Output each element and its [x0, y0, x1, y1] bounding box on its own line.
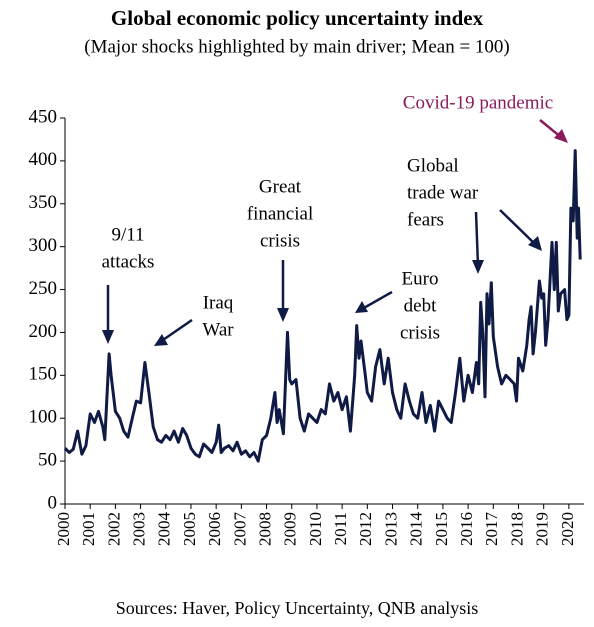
x-tick-label: 2016: [457, 512, 476, 546]
annotation: Great: [259, 176, 302, 197]
arrow-head: [277, 308, 289, 322]
arrow-head: [355, 301, 368, 313]
x-tick-label: 2011: [331, 512, 350, 545]
y-tick-label: 50: [38, 449, 57, 470]
x-tick-label: 2012: [356, 512, 375, 546]
y-tick-label: 450: [29, 106, 58, 127]
annotation: War: [202, 319, 234, 340]
x-tick-label: 2004: [155, 512, 174, 547]
arrow-head: [102, 330, 114, 344]
x-tick-label: 2005: [180, 512, 199, 546]
arrow: [474, 211, 480, 267]
x-tick-label: 2013: [381, 512, 400, 546]
y-tick-label: 250: [29, 278, 58, 299]
annotation: financial: [247, 203, 313, 224]
annotation: Iraq: [203, 292, 234, 313]
arrow: [159, 318, 193, 344]
arrow: [361, 290, 393, 311]
annotation: crisis: [260, 230, 300, 251]
x-tick-label: 2019: [533, 512, 552, 546]
y-tick-label: 150: [29, 364, 58, 385]
x-tick-label: 2015: [432, 512, 451, 546]
y-tick-label: 200: [29, 321, 58, 342]
x-tick-label: 2000: [54, 512, 73, 546]
annotation: 9/11: [111, 224, 144, 245]
x-tick-label: 2007: [230, 512, 249, 547]
x-tick-label: 2014: [407, 512, 426, 547]
arrow-head: [154, 334, 168, 346]
annotation: trade war: [407, 182, 479, 203]
x-tick-label: 2001: [79, 512, 98, 546]
x-tick-label: 2020: [558, 512, 577, 546]
x-tick-label: 2017: [482, 512, 501, 547]
annotation: crisis: [400, 322, 440, 343]
x-tick-label: 2008: [255, 512, 274, 546]
chart-subtitle: (Major shocks highlighted by main driver…: [84, 36, 509, 57]
arrow-head: [554, 129, 568, 143]
annotation: Covid-19 pandemic: [403, 92, 553, 113]
arrow-head: [472, 260, 484, 274]
arrow: [499, 209, 537, 246]
annotation: attacks: [102, 251, 155, 272]
annotation: Global: [407, 155, 459, 176]
y-tick-label: 400: [29, 149, 58, 170]
x-tick-label: 2006: [205, 512, 224, 546]
chart-title: Global economic policy uncertainty index: [111, 6, 484, 30]
x-tick-label: 2018: [507, 512, 526, 546]
arrow-head: [528, 236, 542, 251]
x-tick-label: 2002: [104, 512, 123, 546]
annotation: Euro: [402, 268, 439, 289]
y-tick-label: 0: [48, 492, 58, 513]
x-tick-label: 2009: [281, 512, 300, 546]
y-tick-label: 350: [29, 192, 58, 213]
annotation: fears: [407, 209, 444, 230]
x-tick-label: 2003: [129, 512, 148, 546]
y-tick-label: 100: [29, 407, 58, 428]
x-tick-label: 2010: [306, 512, 325, 546]
data-line: [63, 149, 582, 463]
y-tick-label: 300: [29, 235, 58, 256]
source-note: Sources: Haver, Policy Uncertainty, QNB …: [116, 598, 479, 618]
annotation-arrows: [102, 119, 568, 346]
annotation: debt: [404, 295, 437, 316]
